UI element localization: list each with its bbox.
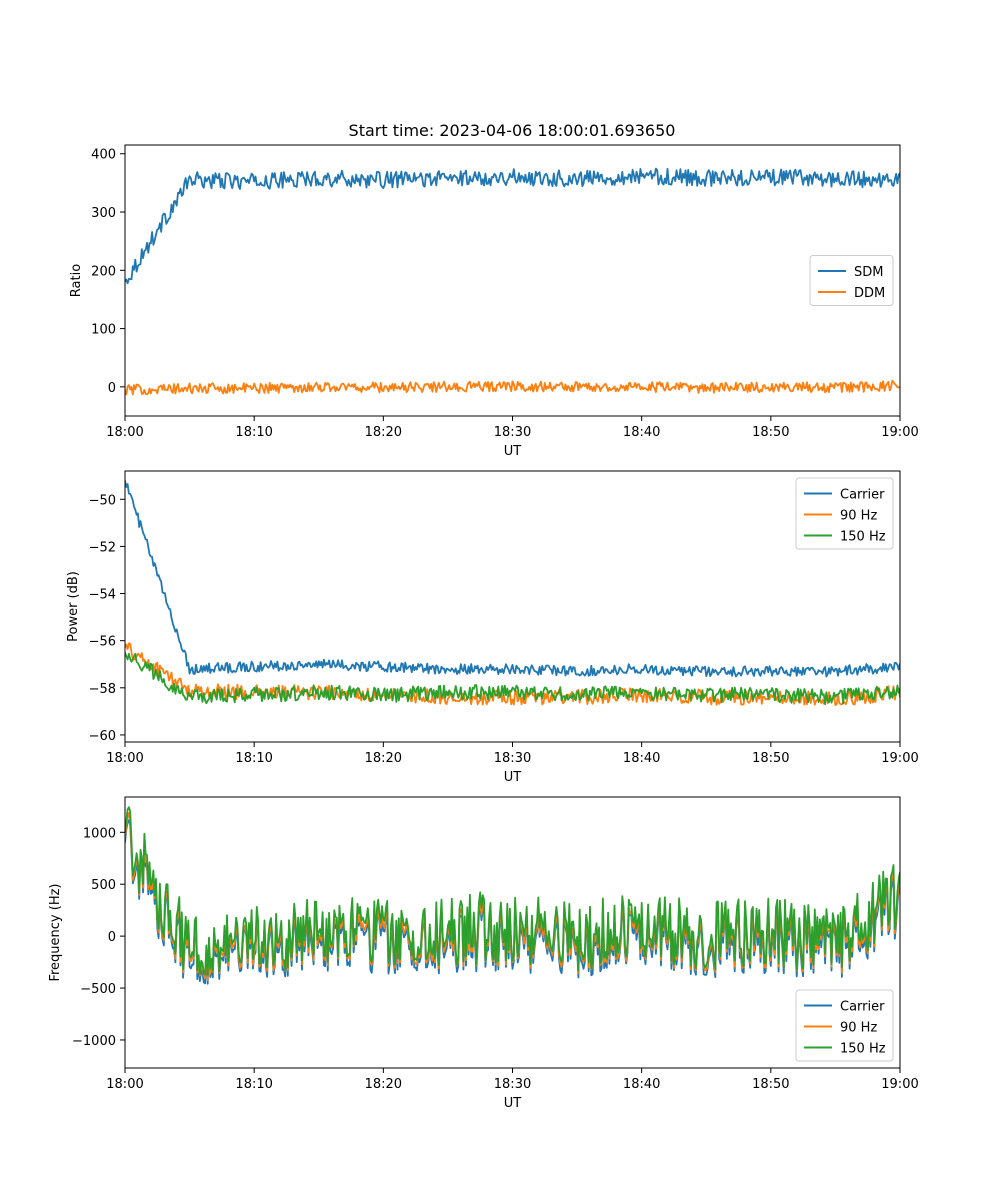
x-tick-label: 18:00	[106, 1077, 143, 1092]
x-axis-label: UT	[504, 1096, 522, 1111]
figure-title: Start time: 2023-04-06 18:00:01.693650	[349, 121, 676, 140]
legend-label: 150 Hz	[840, 530, 886, 545]
x-tick-label: 18:30	[494, 751, 531, 766]
legend-label: 90 Hz	[840, 509, 877, 524]
y-axis-label: Ratio	[69, 264, 84, 297]
legend: Carrier 90 Hz 150 Hz	[795, 477, 894, 550]
series-line-sdm	[125, 167, 900, 285]
y-tick-label: −1000	[72, 1034, 116, 1049]
y-tick-label: −58	[89, 682, 116, 697]
series-line-90-hz	[125, 642, 900, 707]
x-axis-label: UT	[504, 444, 522, 459]
y-tick-label: −54	[89, 588, 116, 603]
y-tick-label: 0	[108, 930, 116, 945]
x-tick-label: 18:10	[235, 1077, 272, 1092]
x-tick-label: 18:40	[623, 1077, 660, 1092]
y-tick-label: −500	[80, 982, 116, 997]
y-tick-label: 500	[91, 878, 116, 893]
legend: Carrier 90 Hz 150 Hz	[795, 989, 894, 1062]
y-tick-label: 0	[108, 381, 116, 396]
y-tick-label: −60	[89, 729, 116, 744]
series-line-150-hz	[125, 652, 900, 705]
x-tick-label: 18:50	[752, 751, 789, 766]
legend: SDM DDM	[809, 255, 894, 306]
y-tick-label: 300	[91, 206, 116, 221]
legend-label: 90 Hz	[840, 1021, 877, 1036]
series-line-150-hz	[125, 806, 900, 976]
y-tick-label: 400	[91, 148, 116, 163]
series-line-ddm	[125, 379, 900, 396]
x-tick-label: 18:40	[623, 425, 660, 440]
x-tick-label: 18:00	[106, 425, 143, 440]
legend-label: SDM	[854, 265, 883, 280]
x-axis-label: UT	[504, 770, 522, 785]
x-tick-label: 18:30	[494, 425, 531, 440]
ratio-panel: 18:00 18:10 18:20 18:30 18:40 18:50 19:00 0 100 2…	[69, 144, 919, 459]
y-tick-label: −50	[89, 493, 116, 508]
x-tick-label: 18:50	[752, 1077, 789, 1092]
x-tick-label: 18:10	[235, 751, 272, 766]
x-tick-label: 18:20	[365, 425, 402, 440]
y-tick-label: −56	[89, 635, 116, 650]
x-tick-label: 19:00	[881, 425, 918, 440]
legend-label: Carrier	[840, 488, 885, 503]
y-tick-label: −52	[89, 540, 116, 555]
frequency-panel: 18:00 18:10 18:20 18:30 18:40 18:50 19:00 −1000…	[48, 796, 919, 1111]
series-line-carrier	[125, 480, 900, 678]
x-tick-label: 18:50	[752, 425, 789, 440]
x-tick-label: 19:00	[881, 1077, 918, 1092]
x-tick-label: 19:00	[881, 751, 918, 766]
power-panel: 18:00 18:10 18:20 18:30 18:40 18:50 19:00 −60 −5…	[66, 470, 919, 785]
x-tick-label: 18:40	[623, 751, 660, 766]
y-axis-label: Frequency (Hz)	[48, 883, 63, 981]
y-tick-label: 1000	[83, 826, 116, 841]
legend-label: Carrier	[840, 1000, 885, 1015]
y-tick-label: 100	[91, 323, 116, 338]
x-tick-label: 18:10	[235, 425, 272, 440]
x-tick-label: 18:30	[494, 1077, 531, 1092]
legend-label: DDM	[854, 286, 885, 301]
legend-label: 150 Hz	[840, 1042, 886, 1057]
x-tick-label: 18:20	[365, 751, 402, 766]
y-tick-label: 200	[91, 264, 116, 279]
y-axis-label: Power (dB)	[66, 571, 81, 642]
x-tick-label: 18:00	[106, 751, 143, 766]
x-tick-label: 18:20	[365, 1077, 402, 1092]
